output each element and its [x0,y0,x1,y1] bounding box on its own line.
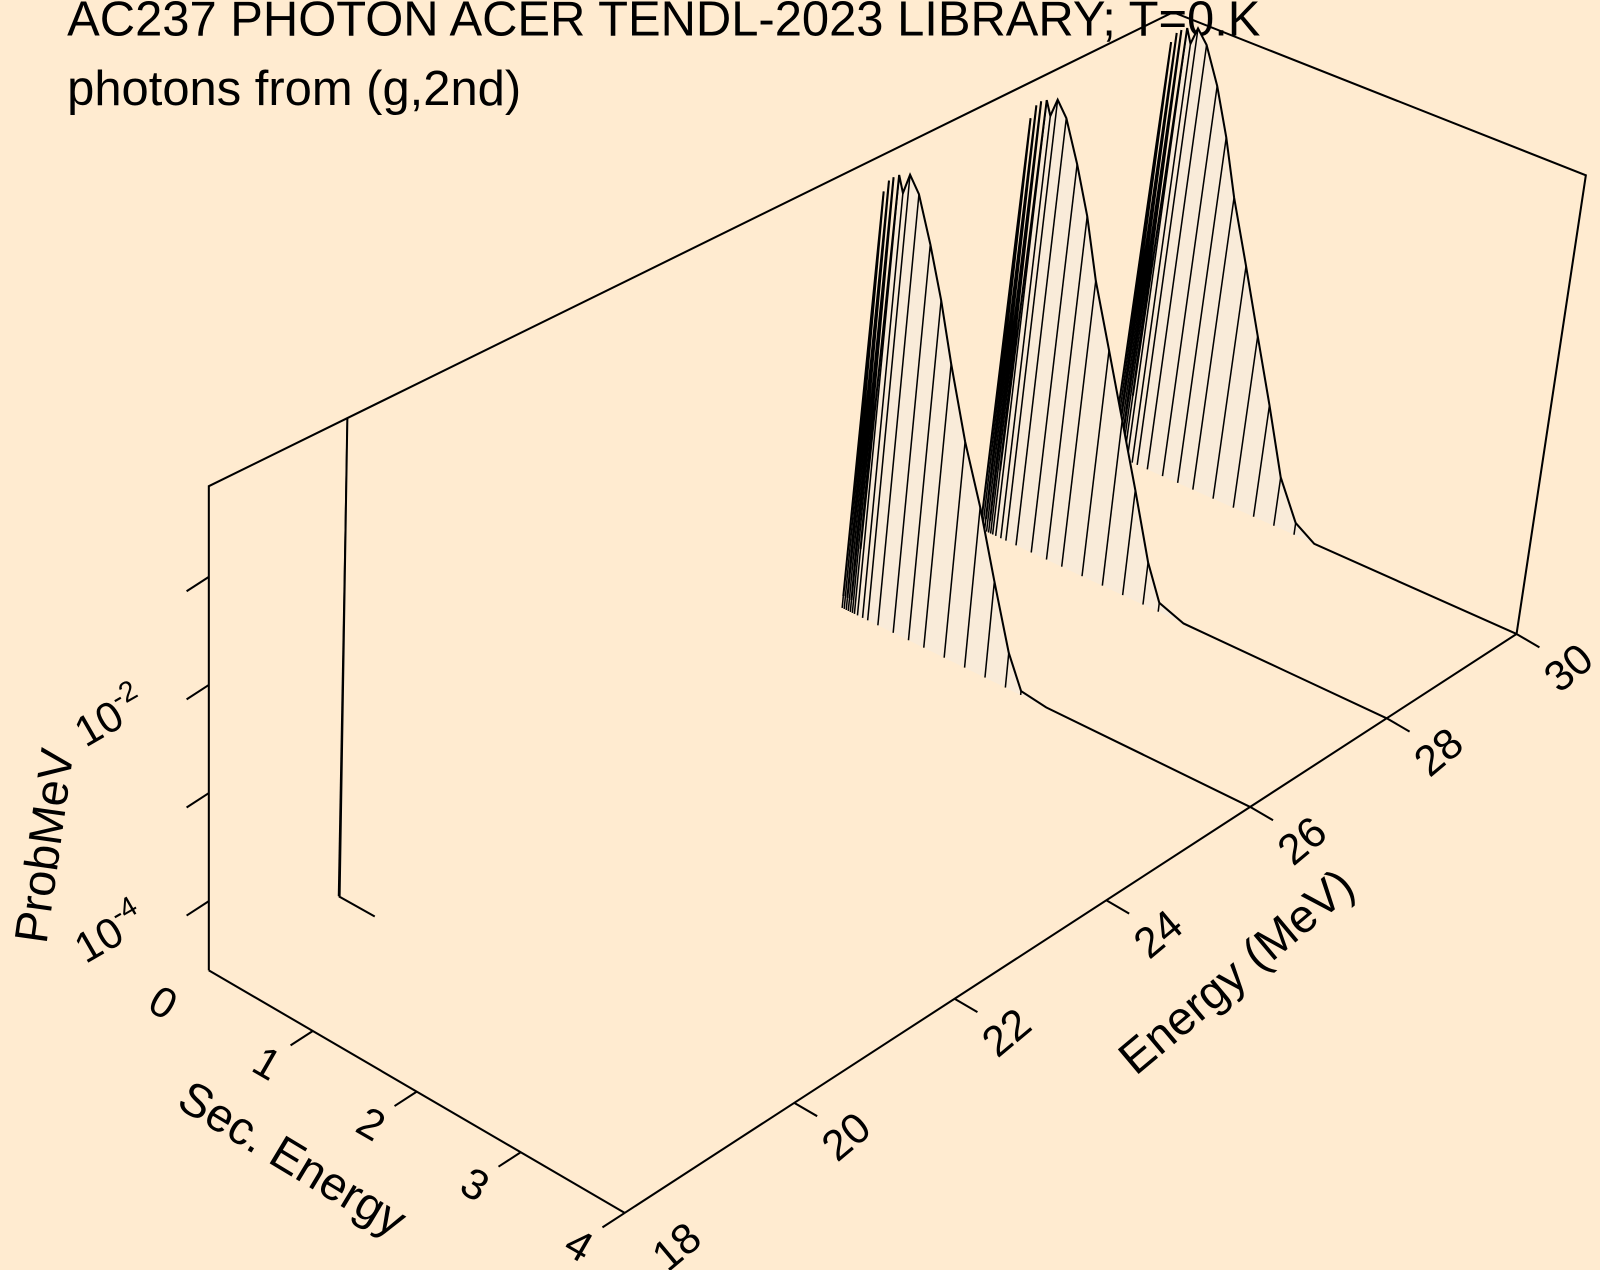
drop-line [1121,29,1183,459]
y-tick [1386,717,1411,733]
drop-line [943,441,966,658]
x-tick [393,1090,418,1107]
x-tick [497,1151,522,1168]
x-tick [601,1212,626,1229]
drop-line [841,595,845,608]
y-tick [954,997,978,1014]
spectrum-line [980,97,1388,720]
drop-line [907,300,942,641]
drop-line [1272,477,1282,526]
chart-title: AC237 PHOTON ACER TENDL-2023 LIBRARY; T=… [67,0,1261,47]
frame [207,11,1587,971]
drop-line [847,180,890,611]
spectrum-line [842,172,1251,808]
spectrum-fill [1111,28,1517,634]
y-axis-line [624,633,1518,1214]
drop-line [1126,27,1188,461]
drop-line [849,599,853,612]
drop-line [892,244,932,633]
drop-line [963,507,981,668]
drop-line [981,118,1032,530]
z-tick [186,684,210,701]
drop-line [1121,490,1137,596]
drop-line [994,99,1048,536]
drop-line [843,191,885,609]
drop-line [861,192,904,618]
drop-line [999,115,1052,539]
drop-line [856,174,900,616]
z-tick [186,792,210,809]
drop-line [845,597,849,610]
drop-line [1113,41,1172,455]
z-tick [186,900,210,917]
drop-line [866,174,911,621]
drop-line [984,581,996,678]
drop-line [851,177,895,613]
drop-line [1004,652,1010,688]
drop-line [877,194,920,626]
drop-line [1157,602,1161,612]
drop-line [1131,43,1192,463]
drop-line [1161,85,1218,477]
y-tick [1249,806,1274,822]
drop-line [1212,265,1247,499]
drop-line [1045,216,1088,560]
drop-line [337,418,349,897]
drop-line [985,105,1038,532]
drop-line [1136,28,1199,465]
drop-line [1176,137,1228,483]
drop-line [1117,32,1178,457]
y-tick [1516,633,1540,649]
spectrum-line [1112,26,1517,635]
chart-subtitle: photons from (g,2nd) [67,62,521,116]
y-tick [1105,899,1130,915]
z-tick [186,576,210,593]
drop-line [1081,350,1110,577]
drop-line [1293,522,1297,535]
drop-line [1060,280,1097,567]
drop-line [1146,44,1208,470]
drop-line [987,520,991,533]
x-tick [290,1030,314,1047]
y-tick [793,1101,818,1118]
drop-line [853,548,862,614]
spectrum-fill [842,174,1251,807]
drop-line [991,470,1001,535]
drop-line [1142,562,1149,605]
drop-line [1192,197,1235,490]
drop-line [1030,164,1078,553]
drop-line [1101,420,1123,586]
drop-line [1015,118,1068,546]
drop-line [1252,405,1271,517]
drop-line [1232,336,1259,508]
drop-line [1005,99,1059,541]
drop-line [922,363,952,648]
drop-line [989,101,1042,534]
